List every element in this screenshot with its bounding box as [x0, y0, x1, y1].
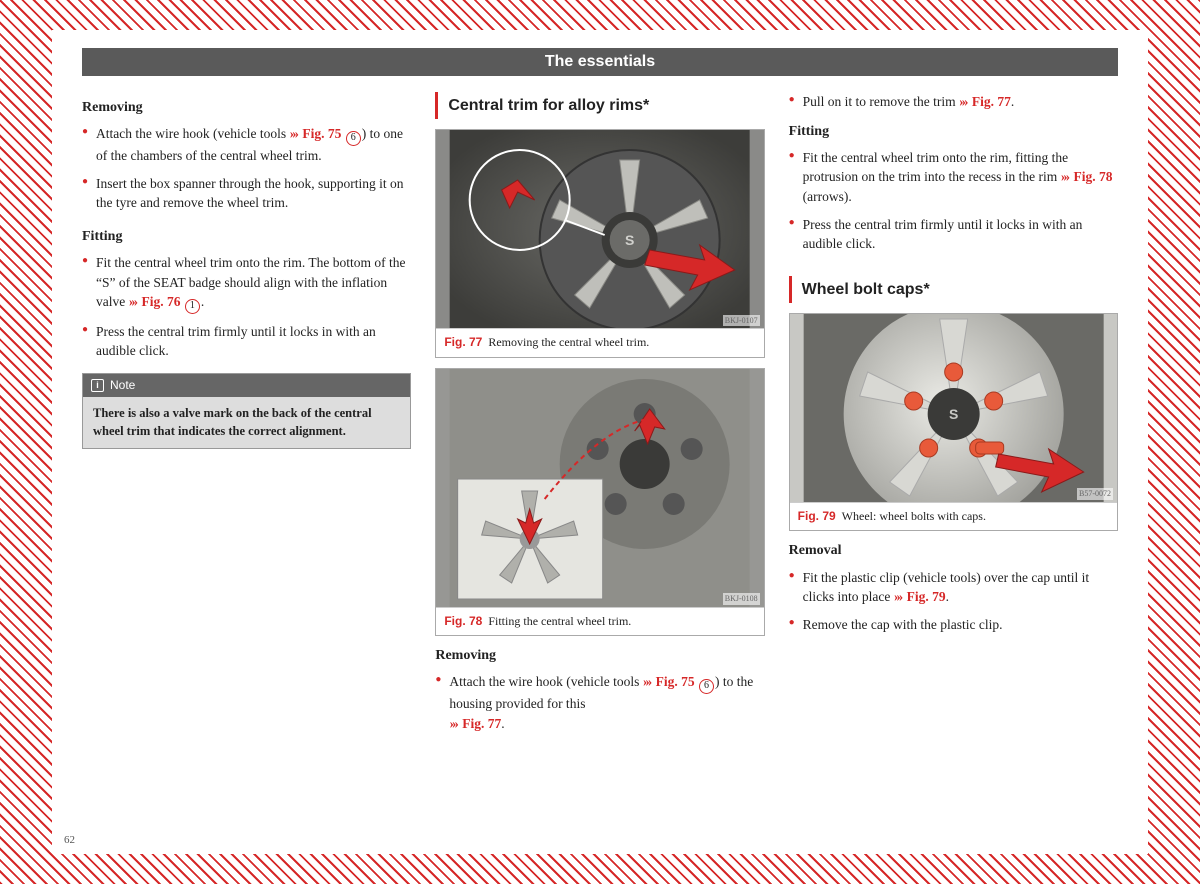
- columns: Removing Attach the wire hook (vehicle t…: [82, 92, 1118, 741]
- figure-label: Fig. 77: [444, 335, 482, 349]
- bullet-item: Fit the central wheel trim onto the rim.…: [82, 253, 411, 314]
- body-text: (arrows).: [803, 189, 852, 204]
- figure-image: BKJ-0108: [436, 369, 763, 607]
- body-text: Attach the wire hook (vehicle tools: [449, 674, 642, 689]
- figure-caption: Fig. 77 Removing the central wheel trim.: [436, 328, 763, 356]
- circled-number: 1: [185, 299, 200, 314]
- wheel-illustration: S: [436, 130, 763, 328]
- heading-removal: Removal: [789, 541, 1118, 561]
- figure-caption-text: Fitting the central wheel trim.: [488, 614, 631, 628]
- circled-number: 6: [699, 679, 714, 694]
- section-title: Wheel bolt caps*: [789, 276, 1118, 303]
- wheel-illustration: S: [790, 314, 1117, 502]
- body-text: .: [201, 294, 204, 309]
- body-text: Fit the central wheel trim onto the rim,…: [803, 150, 1068, 185]
- note-box: i Note There is also a valve mark on the…: [82, 373, 411, 449]
- figure-79: S: [789, 313, 1118, 531]
- page-number: 62: [64, 834, 75, 846]
- figure-78: BKJ-0108 Fig. 78 Fitting the central whe…: [435, 368, 764, 636]
- figure-caption-text: Wheel: wheel bolts with caps.: [842, 509, 986, 523]
- figure-label: Fig. 79: [798, 509, 836, 523]
- bullet-item: Attach the wire hook (vehicle tools ››› …: [82, 124, 411, 165]
- page-header: The essentials: [82, 48, 1118, 76]
- figure-code: BKJ-0107: [723, 315, 760, 327]
- bullet-item: Press the central trim firmly until it l…: [82, 322, 411, 361]
- body-text: .: [501, 716, 504, 731]
- bullet-item: Press the central trim firmly until it l…: [789, 215, 1118, 254]
- chevron-icon: ›››: [959, 94, 967, 109]
- note-body: There is also a valve mark on the back o…: [83, 397, 410, 448]
- figure-ref: Fig. 79: [907, 589, 946, 604]
- figure-ref: Fig. 78: [1073, 169, 1112, 184]
- body-text: Attach the wire hook (vehicle tools: [96, 126, 289, 141]
- figure-77: S BKJ-0107 Fig. 77 Removing the cent: [435, 129, 764, 357]
- heading-removing: Removing: [435, 646, 764, 666]
- chevron-icon: ›››: [449, 716, 457, 731]
- figure-ref: Fig. 75: [656, 674, 695, 689]
- bullet-item: Insert the box spanner through the hook,…: [82, 174, 411, 213]
- body-text: .: [1011, 94, 1014, 109]
- heading-fitting: Fitting: [789, 122, 1118, 142]
- bullet-item: Remove the cap with the plastic clip.: [789, 615, 1118, 635]
- chevron-icon: ›››: [289, 126, 297, 141]
- heading-fitting: Fitting: [82, 227, 411, 247]
- note-header: i Note: [83, 374, 410, 397]
- figure-ref: Fig. 75: [302, 126, 341, 141]
- body-text: .: [946, 589, 949, 604]
- svg-text:S: S: [949, 406, 958, 422]
- wheel-illustration: [436, 369, 763, 607]
- column-2: Central trim for alloy rims*: [435, 92, 764, 741]
- figure-code: B57-0072: [1077, 488, 1113, 500]
- figure-caption: Fig. 79 Wheel: wheel bolts with caps.: [790, 502, 1117, 530]
- figure-ref: Fig. 76: [142, 294, 181, 309]
- body-text: Remove the cap with the plastic clip.: [803, 617, 1003, 632]
- column-1: Removing Attach the wire hook (vehicle t…: [82, 92, 411, 741]
- column-3: Pull on it to remove the trim ››› Fig. 7…: [789, 92, 1118, 741]
- body-text: Insert the box spanner through the hook,…: [96, 176, 403, 211]
- chevron-icon: ›››: [894, 589, 902, 604]
- circled-number: 6: [346, 131, 361, 146]
- page-content: The essentials Removing Attach the wire …: [52, 30, 1148, 854]
- body-text: Press the central trim firmly until it l…: [803, 217, 1083, 252]
- figure-image: S: [790, 314, 1117, 502]
- figure-label: Fig. 78: [444, 614, 482, 628]
- figure-caption-text: Removing the central wheel trim.: [488, 335, 649, 349]
- svg-text:S: S: [625, 232, 634, 248]
- bullet-item: Fit the central wheel trim onto the rim,…: [789, 148, 1118, 207]
- figure-image: S BKJ-0107: [436, 130, 763, 328]
- figure-ref: Fig. 77: [462, 716, 501, 731]
- chevron-icon: ›››: [1061, 169, 1069, 184]
- chevron-icon: ›››: [643, 674, 651, 689]
- figure-code: BKJ-0108: [723, 593, 760, 605]
- body-text: Press the central trim firmly until it l…: [96, 324, 376, 359]
- body-text: Pull on it to remove the trim: [803, 94, 959, 109]
- figure-ref: Fig. 77: [972, 94, 1011, 109]
- bullet-item: Pull on it to remove the trim ››› Fig. 7…: [789, 92, 1118, 112]
- note-label: Note: [110, 377, 135, 394]
- bullet-item: Fit the plastic clip (vehicle tools) ove…: [789, 568, 1118, 607]
- info-icon: i: [91, 379, 104, 392]
- figure-caption: Fig. 78 Fitting the central wheel trim.: [436, 607, 763, 635]
- heading-removing: Removing: [82, 98, 411, 118]
- bullet-item: Attach the wire hook (vehicle tools ››› …: [435, 672, 764, 733]
- section-title: Central trim for alloy rims*: [435, 92, 764, 119]
- chevron-icon: ›››: [129, 294, 137, 309]
